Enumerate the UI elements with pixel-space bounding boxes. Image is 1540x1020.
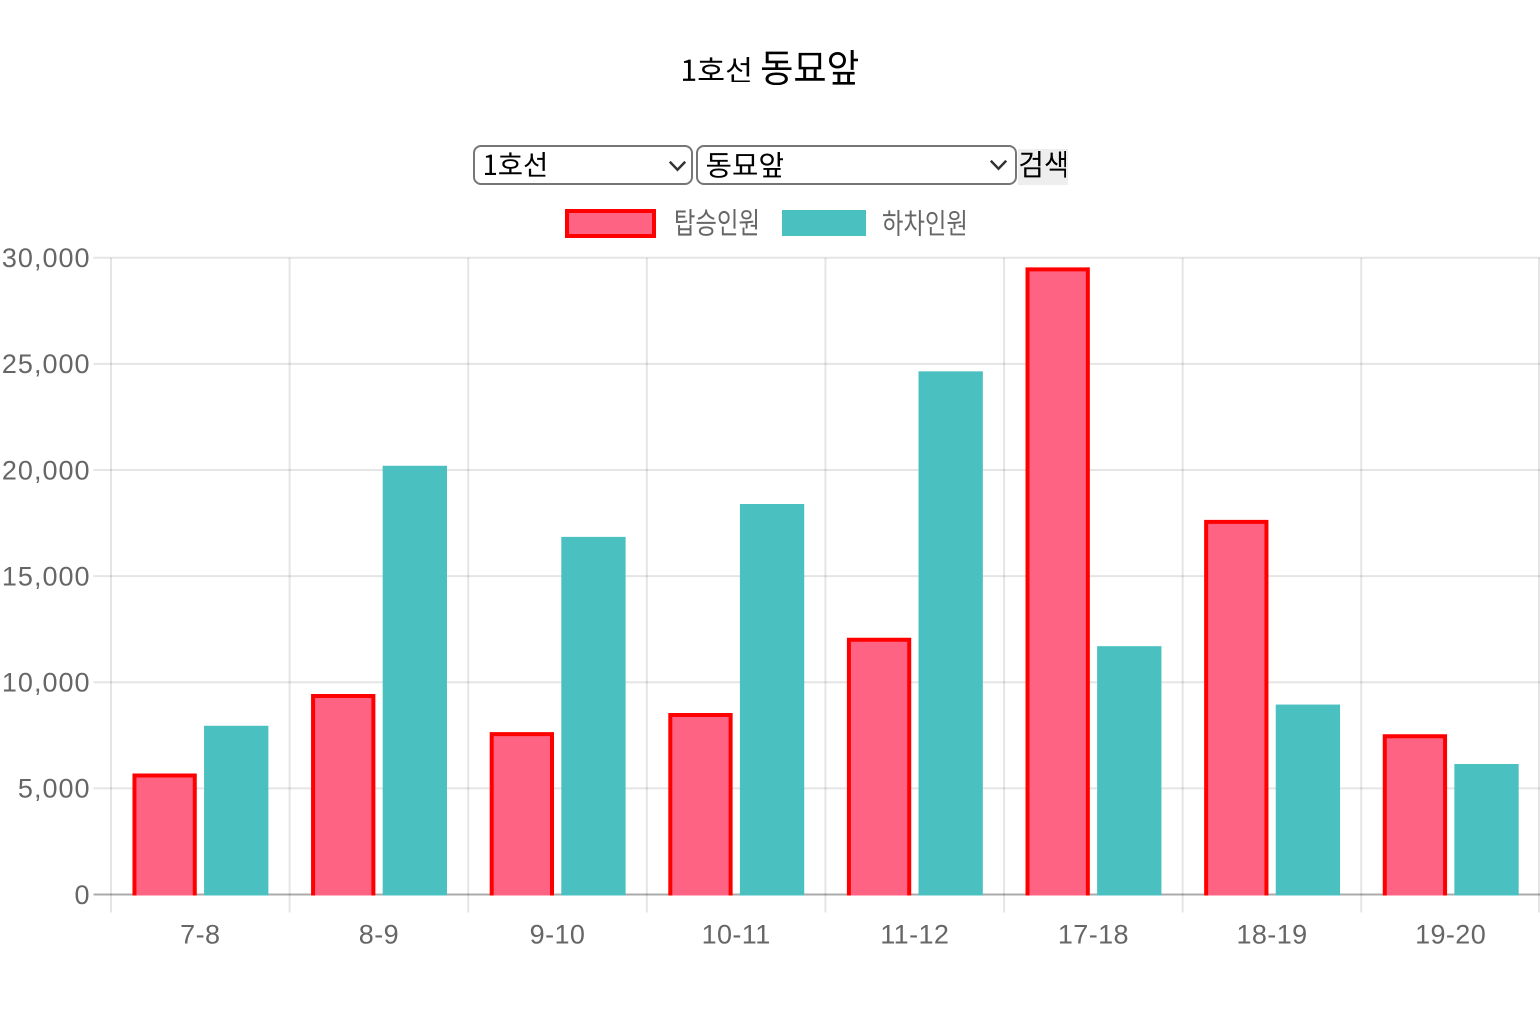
station-select[interactable]: 동묘앞 xyxy=(696,145,1017,185)
y-tick-label-20000: 20,000 xyxy=(2,455,91,485)
y-tick-label-15000: 15,000 xyxy=(2,561,91,591)
y-tick-label-10000: 10,000 xyxy=(2,668,91,698)
bar-series1-cat0 xyxy=(204,725,269,896)
bar-series0-cat4 xyxy=(846,637,912,896)
bar-series1-cat4 xyxy=(918,371,983,896)
x-tick-label-3: 10-11 xyxy=(702,920,771,950)
x-tick-label-1: 8-9 xyxy=(359,920,399,950)
search-button-label: 검색 xyxy=(1043,167,1044,168)
x-tick-label-6: 18-19 xyxy=(1236,920,1307,950)
y-tick-label-0: 0 xyxy=(74,880,90,910)
bar-series0-cat0 xyxy=(132,773,197,896)
bar-series0-cat1 xyxy=(311,693,376,896)
legend-swatch-boarding xyxy=(565,208,656,238)
bar-series1-cat5 xyxy=(1097,646,1162,896)
bar-series1-cat7 xyxy=(1454,763,1519,896)
bar-series1-cat6 xyxy=(1275,704,1341,896)
y-tick-label-30000: 30,000 xyxy=(2,243,91,273)
line-select[interactable]: 1호선 xyxy=(473,145,693,185)
bar-series1-cat3 xyxy=(739,503,805,896)
bar-series1-cat1 xyxy=(382,465,447,896)
x-tick-label-5: 17-18 xyxy=(1058,920,1129,950)
y-tick-label-25000: 25,000 xyxy=(2,349,91,379)
bar-series0-cat3 xyxy=(668,713,733,896)
x-tick-label-0: 7-8 xyxy=(180,920,220,950)
chevron-down-icon xyxy=(989,159,1008,171)
bar-series0-cat2 xyxy=(489,732,554,896)
x-tick-label-4: 11-12 xyxy=(880,920,949,950)
y-tick-label-5000: 5,000 xyxy=(18,774,91,804)
bar-series0-cat6 xyxy=(1204,519,1269,896)
bar-series0-cat7 xyxy=(1382,734,1448,896)
chevron-down-icon xyxy=(668,160,687,172)
x-tick-label-2: 9-10 xyxy=(530,920,586,950)
bar-series1-cat2 xyxy=(561,536,626,896)
x-tick-label-7: 19-20 xyxy=(1415,920,1486,950)
bar-series0-cat5 xyxy=(1025,267,1090,896)
legend-swatch-alighting xyxy=(782,210,866,236)
search-button[interactable]: 검색 xyxy=(1018,149,1068,185)
